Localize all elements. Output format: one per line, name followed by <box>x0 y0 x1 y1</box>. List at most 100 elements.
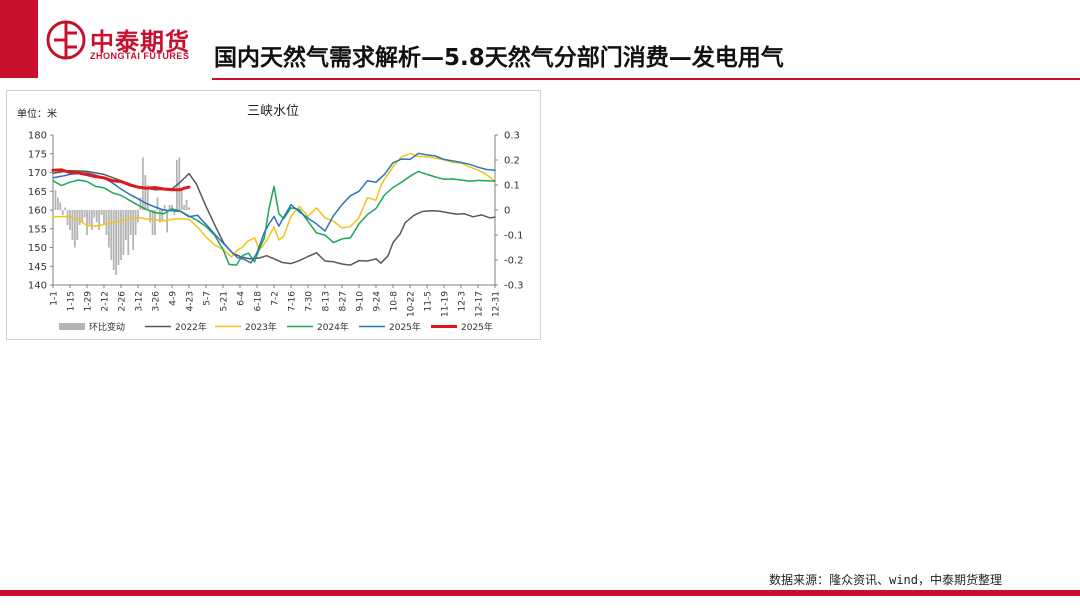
x-tick-label: 8-13 <box>322 291 332 311</box>
bar-change <box>188 207 190 210</box>
bar-change <box>93 210 96 218</box>
y-tick-label: 175 <box>28 149 47 160</box>
bar-change <box>149 210 152 223</box>
legend-label: 2025年 <box>389 321 421 333</box>
bar-change <box>141 157 144 210</box>
bar-change <box>86 210 88 235</box>
y-tick-label: 160 <box>28 206 47 217</box>
series-line-2025年 <box>52 152 496 264</box>
bar-change <box>129 210 132 235</box>
legend-label: 环比变动 <box>89 321 125 333</box>
bar-change <box>112 210 115 270</box>
y2-tick-label: 0.1 <box>504 181 520 192</box>
legend-label: 2023年 <box>245 321 277 333</box>
x-tick-label: 10-22 <box>407 291 417 317</box>
legend-label: 2022年 <box>175 321 207 333</box>
x-tick-label: 6-4 <box>237 291 247 306</box>
bar-change <box>76 210 79 240</box>
bar-change <box>180 190 183 210</box>
bar-change <box>127 210 130 255</box>
y-tick-label: 155 <box>28 224 47 235</box>
bar-change <box>144 175 147 210</box>
x-tick-label: 12-17 <box>475 291 485 317</box>
bar-change <box>122 210 125 255</box>
bar-change <box>64 207 67 210</box>
x-tick-label: 7-30 <box>305 291 315 312</box>
bar-change <box>168 205 171 210</box>
title-divider <box>212 78 1080 80</box>
y-tick-label: 140 <box>28 281 47 292</box>
bar-change <box>158 210 161 223</box>
bar-change <box>166 210 169 233</box>
bar-change <box>154 210 156 235</box>
x-tick-label: 5-7 <box>203 291 213 306</box>
y2-tick-label: -0.1 <box>504 231 524 242</box>
x-tick-label: 7-16 <box>288 291 298 312</box>
bar-change <box>81 210 84 223</box>
x-tick-label: 1-29 <box>84 291 94 312</box>
y2-tick-label: 0.3 <box>504 131 520 142</box>
legend-swatch-bar <box>59 323 85 330</box>
bar-change <box>107 210 110 248</box>
bar-change <box>117 210 120 265</box>
x-tick-label: 12-31 <box>492 291 502 317</box>
chart-title: 三峡水位 <box>247 104 299 119</box>
x-tick-label: 1-15 <box>67 291 77 311</box>
x-tick-label: 7-2 <box>271 291 281 306</box>
brand-accent-bar <box>0 0 38 78</box>
bar-change <box>110 210 113 260</box>
x-tick-label: 1-1 <box>50 291 60 306</box>
x-tick-label: 4-23 <box>186 291 196 311</box>
legend-label: 2024年 <box>317 321 349 333</box>
bar-change <box>171 205 173 210</box>
page-title: 国内天然气需求解析—5.8天然气分部门消费—发电用气 <box>214 45 784 71</box>
series-line-2025年 <box>51 168 191 192</box>
series-line-2023年 <box>52 152 496 258</box>
bar-change <box>139 197 142 210</box>
bar-change <box>151 210 154 235</box>
bar-change <box>173 210 176 215</box>
y-axis-unit-label: 单位：米 <box>17 107 57 120</box>
y-tick-label: 170 <box>28 168 47 179</box>
bar-change <box>59 202 62 210</box>
series-line-2024年 <box>52 170 496 266</box>
bar-change <box>83 210 86 218</box>
bar-change <box>56 197 59 210</box>
brand-name-en: ZHONGTAI FUTURES <box>90 51 190 61</box>
brand-logo: 中泰期货 ZHONGTAI FUTURES <box>44 20 204 66</box>
x-tick-label: 12-3 <box>458 291 468 311</box>
x-tick-label: 2-26 <box>118 291 128 312</box>
x-tick-label: 3-12 <box>135 291 145 311</box>
bar-change <box>115 210 118 275</box>
x-tick-label: 8-27 <box>339 291 349 311</box>
bar-change <box>69 210 71 230</box>
chart-panel: 三峡水位 单位：米 140 145 150 155 160 165 170 175 180 -0.3 -… <box>6 90 541 340</box>
bar-change <box>73 210 76 248</box>
bar-change <box>71 210 74 240</box>
data-source-note: 数据来源：隆众资讯、wind，中泰期货整理 <box>769 573 1002 587</box>
brand-name-cn: 中泰期货 <box>90 28 190 56</box>
bar-change <box>120 210 122 260</box>
y2-tick-label: -0.3 <box>504 281 524 292</box>
y2-tick-label: -0.2 <box>504 256 524 267</box>
bar-change <box>163 205 166 210</box>
x-tick-label: 9-24 <box>373 291 383 312</box>
x-tick-label: 3-26 <box>152 291 162 312</box>
bar-change <box>98 210 101 230</box>
y-tick-label: 165 <box>28 187 47 198</box>
bar-change <box>78 210 81 225</box>
footer-accent-bar <box>0 590 1080 596</box>
y-tick-label: 145 <box>28 262 47 273</box>
bar-change <box>95 210 98 223</box>
bar-change <box>137 210 139 223</box>
y2-tick-label: 0 <box>504 206 510 217</box>
bar-change <box>132 210 135 250</box>
y-tick-label: 180 <box>28 131 47 142</box>
legend-label: 2025年 <box>461 321 493 333</box>
x-tick-label: 11-19 <box>441 291 451 317</box>
bar-change <box>61 210 64 215</box>
bar-change <box>100 210 103 215</box>
x-tick-label: 10-8 <box>390 291 400 312</box>
series-line-2022年 <box>52 169 496 266</box>
x-tick-label: 5-21 <box>220 291 230 311</box>
